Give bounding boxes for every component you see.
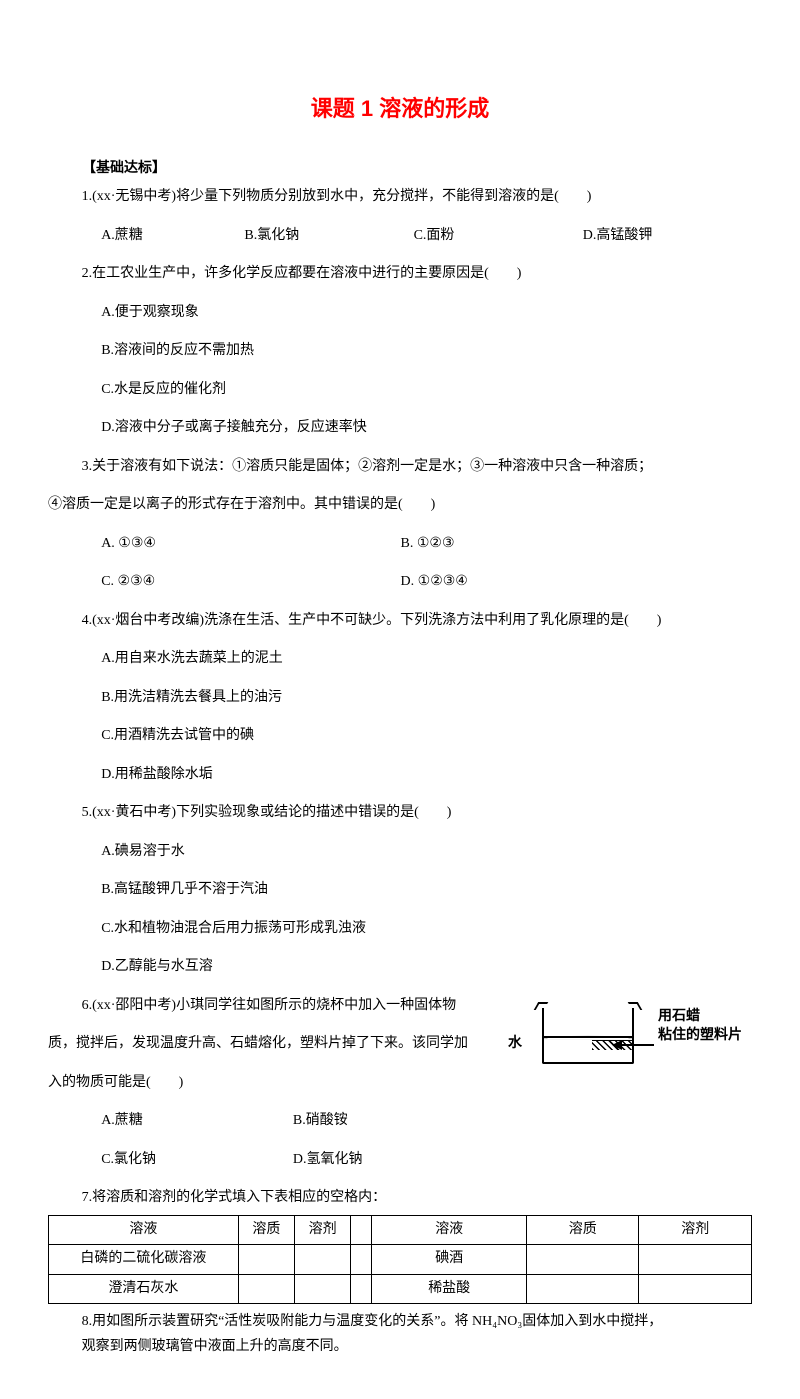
q2-opt-c: C.水是反应的催化剂 <box>101 378 752 403</box>
cell <box>527 1245 639 1275</box>
q3-stem-l1: 3.关于溶液有如下说法：①溶质只能是固体；②溶剂一定是水；③一种溶液中只含一种溶… <box>48 455 752 480</box>
cell: 澄清石灰水 <box>49 1274 239 1304</box>
q4-opt-c: C.用酒精洗去试管中的碘 <box>101 724 752 749</box>
table-row: 白磷的二硫化碳溶液 碘酒 <box>49 1245 752 1275</box>
q6-container: 6.(xx·邵阳中考)小琪同学往如图所示的烧杯中加入一种固体物 质，搅拌后，发现… <box>48 994 752 1173</box>
q2-opt-a: A.便于观察现象 <box>101 301 752 326</box>
q6-opts-row2: C.氯化钠D.氢氧化钠 <box>101 1148 518 1173</box>
lesson-title: 课题 1 溶液的形成 <box>48 90 752 129</box>
arrow-icon <box>614 1044 654 1046</box>
cell <box>238 1274 294 1304</box>
q7-table: 溶液 溶质 溶剂 溶液 溶质 溶剂 白磷的二硫化碳溶液 碘酒 澄清石灰水 稀盐酸 <box>48 1215 752 1305</box>
cell <box>639 1274 752 1304</box>
q5-opt-b: B.高锰酸钾几乎不溶于汽油 <box>101 878 752 903</box>
q6-text-block: 6.(xx·邵阳中考)小琪同学往如图所示的烧杯中加入一种固体物 质，搅拌后，发现… <box>48 994 518 1173</box>
cell <box>295 1274 351 1304</box>
q1-opt-c: C.面粉 <box>414 224 583 249</box>
q1-stem: 1.(xx·无锡中考)将少量下列物质分别放到水中，充分搅拌，不能得到溶液的是( … <box>48 185 752 210</box>
q5-opt-c: C.水和植物油混合后用力振荡可形成乳浊液 <box>101 917 752 942</box>
q2-opt-d: D.溶液中分子或离子接触充分，反应速率快 <box>101 416 752 441</box>
q4-opt-b: B.用洗洁精洗去餐具上的油污 <box>101 686 752 711</box>
th-solvent-left: 溶剂 <box>295 1215 351 1245</box>
cell: 碘酒 <box>372 1245 527 1275</box>
q5-opt-a: A.碘易溶于水 <box>101 840 752 865</box>
q6-figure: 水 用石蜡 粘住的塑料片 <box>542 994 752 1064</box>
q4-opt-a: A.用自来水洗去蔬菜上的泥土 <box>101 647 752 672</box>
q3-opts-row2: C. ②③④D. ①②③④ <box>101 570 752 595</box>
q3-opts-row1: A. ①③④B. ①②③ <box>101 532 752 557</box>
q6-stem-l2: 质，搅拌后，发现温度升高、石蜡熔化，塑料片掉了下来。该同学加 <box>48 1032 518 1057</box>
cell <box>351 1274 372 1304</box>
cell: 稀盐酸 <box>372 1274 527 1304</box>
beaker-icon: 水 <box>542 1000 634 1064</box>
q5-opt-d: D.乙醇能与水互溶 <box>101 955 752 980</box>
q6-opts-row1: A.蔗糖B.硝酸铵 <box>101 1109 518 1134</box>
q3-opt-a: A. ①③④ <box>101 532 400 557</box>
q6-opt-d: D.氢氧化钠 <box>293 1148 485 1173</box>
q8-stem-l1: 8.用如图所示装置研究“活性炭吸附能力与温度变化的关系”。将 NH₄NO₃固体加… <box>48 1310 752 1335</box>
q8-stem-l2: 观察到两侧玻璃管中液面上升的高度不同。 <box>82 1335 752 1360</box>
water-label: 水 <box>508 1030 522 1055</box>
cell <box>238 1245 294 1275</box>
q3-stem-l2: ④溶质一定是以离子的形式存在于溶剂中。其中错误的是( ) <box>48 493 752 518</box>
th-gap <box>351 1215 372 1245</box>
fig-cap-l2: 粘住的塑料片 <box>658 1025 768 1045</box>
q1-opt-d: D.高锰酸钾 <box>583 224 752 249</box>
q6-stem-l3: 入的物质可能是( ) <box>48 1071 518 1096</box>
q6-opt-a: A.蔗糖 <box>101 1109 293 1134</box>
q6-stem-l1: 6.(xx·邵阳中考)小琪同学往如图所示的烧杯中加入一种固体物 <box>48 994 518 1019</box>
cell <box>639 1245 752 1275</box>
q7-stem: 7.将溶质和溶剂的化学式填入下表相应的空格内： <box>48 1186 752 1211</box>
th-solute-right: 溶质 <box>527 1215 639 1245</box>
q3-opt-c: C. ②③④ <box>101 570 400 595</box>
q4-opt-d: D.用稀盐酸除水垢 <box>101 763 752 788</box>
th-solvent-right: 溶剂 <box>639 1215 752 1245</box>
cell: 白磷的二硫化碳溶液 <box>49 1245 239 1275</box>
q4-stem: 4.(xx·烟台中考改编)洗涤在生活、生产中不可缺少。下列洗涤方法中利用了乳化原… <box>48 609 752 634</box>
table-header-row: 溶液 溶质 溶剂 溶液 溶质 溶剂 <box>49 1215 752 1245</box>
q1-opt-b: B.氯化钠 <box>244 224 413 249</box>
section-heading: 【基础达标】 <box>82 157 752 182</box>
q1-options: A.蔗糖B.氯化钠C.面粉D.高锰酸钾 <box>101 224 752 249</box>
q6-opt-b: B.硝酸铵 <box>293 1109 485 1134</box>
q6-opt-c: C.氯化钠 <box>101 1148 293 1173</box>
q3-opt-d: D. ①②③④ <box>401 570 700 595</box>
th-solution-left: 溶液 <box>49 1215 239 1245</box>
cell <box>527 1274 639 1304</box>
q2-opt-b: B.溶液间的反应不需加热 <box>101 339 752 364</box>
fig-cap-l1: 用石蜡 <box>658 1006 768 1026</box>
th-solute-left: 溶质 <box>238 1215 294 1245</box>
cell <box>351 1245 372 1275</box>
table-row: 澄清石灰水 稀盐酸 <box>49 1274 752 1304</box>
q2-stem: 2.在工农业生产中，许多化学反应都要在溶液中进行的主要原因是( ) <box>48 262 752 287</box>
q3-opt-b: B. ①②③ <box>401 532 700 557</box>
cell <box>295 1245 351 1275</box>
figure-caption: 用石蜡 粘住的塑料片 <box>658 1006 768 1045</box>
worksheet-page: 课题 1 溶液的形成 【基础达标】 1.(xx·无锡中考)将少量下列物质分别放到… <box>0 0 800 1399</box>
th-solution-right: 溶液 <box>372 1215 527 1245</box>
q5-stem: 5.(xx·黄石中考)下列实验现象或结论的描述中错误的是( ) <box>48 801 752 826</box>
q1-opt-a: A.蔗糖 <box>101 224 244 249</box>
